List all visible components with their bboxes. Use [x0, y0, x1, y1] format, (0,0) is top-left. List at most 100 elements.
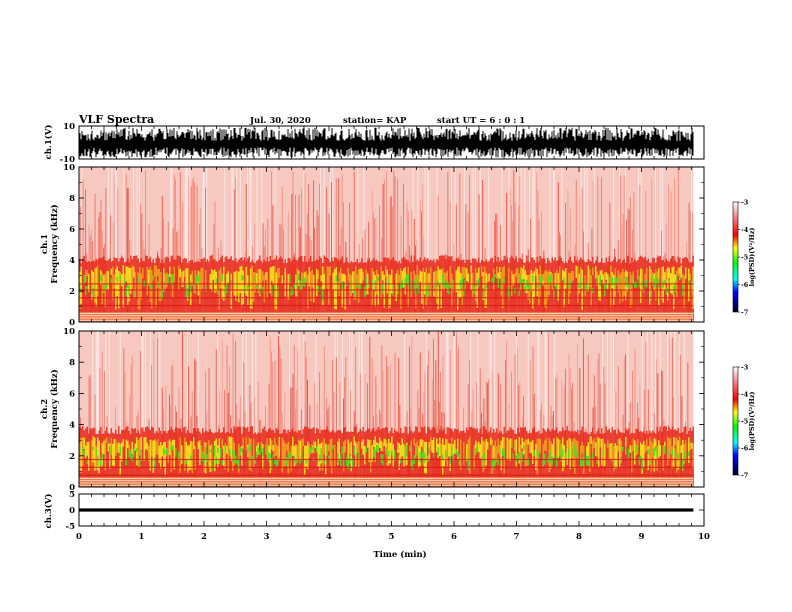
ch1-spectrogram-band: [395, 273, 397, 301]
ch2-spectrogram-band: [263, 426, 265, 487]
ch2-spectrogram-band: [433, 453, 435, 458]
ch2-spectrogram-band: [454, 439, 456, 454]
ch2-spectrogram-band: [485, 439, 487, 466]
ch1-spectrogram-band: [106, 270, 108, 291]
ch1-spectrogram-band: [149, 283, 151, 288]
ch1-spectrogram-band: [487, 262, 489, 322]
ch2-spectrogram-band: [277, 446, 279, 466]
ch2-spectrogram-band: [118, 442, 120, 453]
ch2-spectrogram-band: [467, 458, 469, 470]
ch1-spectrogram-band: [311, 269, 313, 288]
ch1-spectrogram-band: [467, 260, 469, 322]
ch1-spectrogram-band: [518, 288, 520, 296]
ch1-spectrogram-band: [481, 266, 483, 277]
ch2-spectrogram-band: [535, 444, 537, 471]
ch2-spectrogram-streak: [389, 363, 391, 487]
ch1-spectrogram-band: [500, 281, 502, 293]
ch2-spectrogram-band: [221, 459, 223, 466]
ch1-spectrogram-band: [599, 275, 601, 287]
ch2-spectrogram-streak: [387, 366, 389, 487]
ch2-spectrogram-band: [310, 447, 312, 454]
ch1-spectrogram-band: [680, 263, 682, 322]
ch2-spectrogram-panel: 0 2 4 6 8 10: [63, 327, 705, 493]
ch2-spectrogram-band: [338, 438, 340, 461]
ch2-spectrogram-band: [173, 439, 175, 470]
ch1-spectrogram-streak: [620, 175, 622, 322]
ch1-spectrogram-colorbar-bar: [732, 201, 739, 313]
ch1-spectrogram-band: [419, 270, 421, 283]
ch1-spectrogram-band: [407, 275, 409, 287]
ch2-spectrogram-band: [328, 444, 330, 452]
ch1-spectrogram-band: [589, 260, 591, 322]
ch2-spectrogram-band: [542, 444, 544, 467]
ch1-spectrogram-band: [463, 267, 465, 280]
ch1-spectrogram-band: [212, 270, 214, 280]
ch2-spectrogram-gap: [142, 331, 144, 487]
ch2-spectrogram-band: [457, 451, 459, 458]
ch1-spectrogram-band: [283, 263, 285, 322]
ch2-spectrogram-band: [163, 447, 165, 456]
ch2-spectrogram-band: [155, 441, 157, 455]
ch2-spectrogram-band: [379, 429, 381, 487]
ch2-spectrogram-band: [254, 459, 256, 464]
ch2-spectrogram-band: [295, 444, 297, 465]
ch1-spectrogram-streak: [513, 169, 515, 322]
ch1-spectrogram-gap: [189, 167, 191, 322]
ch1-spectrogram-streak: [581, 187, 583, 322]
ch2-spectrogram-band: [550, 450, 552, 463]
ch2-spectrogram-band: [331, 438, 333, 474]
ch2-spectrogram-band: [620, 440, 622, 457]
ch2-spectrogram-band: [211, 443, 213, 462]
ch1-spectrogram-band: [272, 266, 274, 285]
ch2-spectrogram-streak: [226, 345, 228, 487]
ch2-spectrogram-band: [139, 438, 141, 456]
ch2-spectrogram-band: [185, 441, 187, 460]
ch1-spectrogram-band: [262, 271, 264, 281]
ch1-spectrogram-band: [101, 272, 103, 305]
ch2-spectrogram-band: [455, 429, 457, 487]
x-tick-label: 2: [201, 532, 207, 542]
ch1-spectrogram-band: [178, 265, 180, 291]
ch2-spectrogram-band: [280, 433, 282, 487]
ch2-spectrogram-gap: [361, 331, 362, 487]
ch1-spectrogram-band: [688, 268, 690, 302]
ch1-spectrogram-band: [97, 265, 99, 297]
ch2-spectrogram-line: [79, 474, 694, 476]
ch2-spectrogram-band: [607, 440, 609, 448]
ch2-spectrogram-band: [245, 428, 247, 487]
ch1-spectrogram-band: [284, 268, 286, 297]
ch1-spectrogram-streak: [397, 179, 398, 322]
ch2-spectrogram-band: [683, 451, 685, 461]
ch1-spectrogram-band: [260, 260, 262, 322]
ch1-spectrogram-streak: [304, 173, 306, 322]
ch1-spectrogram-gap: [501, 167, 503, 322]
ch2-spectrogram-band: [520, 444, 522, 470]
ch1-spectrogram-band: [379, 261, 381, 322]
ch2-spectrogram-gap: [470, 331, 472, 487]
ch1-spectrogram-band: [293, 283, 295, 289]
ch1-spectrogram-gap: [111, 167, 113, 322]
ch1-spectrogram-band: [262, 262, 264, 322]
ch1-spectrogram-band: [116, 276, 118, 282]
ch2-spectrogram-band: [151, 439, 153, 457]
ch1-spectrogram-band: [121, 256, 123, 322]
ch2-spectrogram-band: [376, 429, 378, 487]
ch1-spectrogram-gap: [203, 167, 205, 322]
ch1-spectrogram-band: [452, 260, 454, 322]
ch1-spectrogram-band: [439, 269, 441, 285]
ch2-spectrogram-streak: [188, 366, 190, 487]
ch2-spectrogram-gap: [446, 331, 448, 487]
ch1-spectrogram-band: [200, 267, 202, 292]
ch1-spectrogram-band: [587, 265, 589, 292]
ch2-spectrogram-band: [86, 426, 88, 487]
ch1-spectrogram-band: [250, 268, 252, 309]
ch1-spectrogram-band: [271, 266, 273, 282]
ch1-spectrogram-band: [449, 256, 451, 322]
ch2-spectrogram-band: [275, 428, 277, 487]
ch1-spectrogram-gap: [427, 167, 428, 322]
ch1-spectrogram-band: [682, 274, 684, 287]
ch2-spectrogram-band: [374, 436, 376, 462]
ch1-spectrogram-band: [413, 280, 415, 292]
ch1-spectrogram-band: [280, 256, 282, 322]
ch1-spectrogram-band: [145, 255, 147, 322]
